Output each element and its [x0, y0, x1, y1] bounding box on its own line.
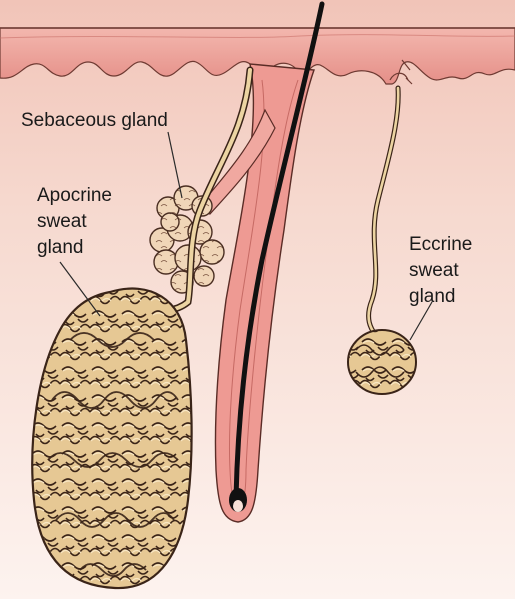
leader-lines — [59, 131, 433, 341]
eccrine-label-line1: Eccrine — [409, 234, 473, 255]
eccrine-sweat-gland — [347, 329, 417, 395]
sebaceous-gland-label: Sebaceous gland — [21, 110, 168, 131]
apocrine-label-line2: sweat — [37, 211, 87, 232]
apocrine-label-line1: Apocrine — [37, 185, 112, 206]
eccrine-label-line3: gland — [409, 286, 456, 307]
hair-shaft — [233, 1, 325, 501]
sebaceous-leader — [167, 131, 183, 199]
eccrine-leader — [409, 301, 433, 341]
apocrine-leader — [59, 261, 101, 317]
sebaceous-gland — [149, 185, 225, 294]
apocrine-label-line3: gland — [37, 237, 84, 258]
eccrine-label-line2: sweat — [409, 260, 459, 281]
